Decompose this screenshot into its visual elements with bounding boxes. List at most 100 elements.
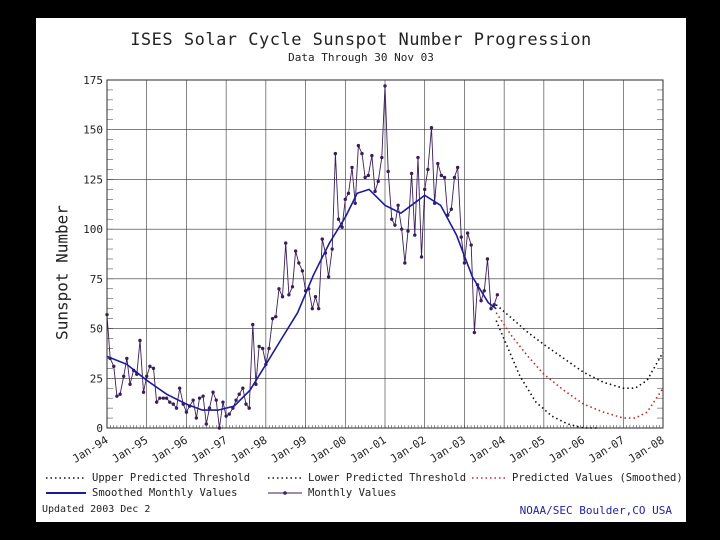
monthly-value-point bbox=[423, 187, 427, 192]
monthly-value-point bbox=[452, 175, 457, 180]
legend-lower-label: Lower Predicted Threshold bbox=[308, 472, 467, 484]
y-tick-label: 150 bbox=[83, 124, 103, 137]
x-tick-label: Jan-96 bbox=[149, 434, 190, 466]
monthly-value-point bbox=[393, 223, 397, 227]
monthly-value-point bbox=[171, 402, 176, 406]
chart-panel: ISES Solar Cycle Sunspot Number Progress… bbox=[36, 18, 686, 522]
monthly-value-point bbox=[320, 237, 324, 241]
monthly-value-point bbox=[174, 406, 179, 410]
monthly-value-point bbox=[290, 285, 295, 289]
monthly-value-point bbox=[469, 243, 473, 247]
monthly-value-point bbox=[326, 275, 331, 279]
monthly-value-point bbox=[115, 394, 119, 398]
x-tick-label: Jan-03 bbox=[427, 434, 468, 466]
monthly-value-point bbox=[439, 173, 444, 178]
legend-lower-threshold: Lower Predicted Threshold bbox=[268, 472, 466, 484]
monthly-value-point bbox=[353, 201, 357, 205]
monthly-values-line bbox=[106, 85, 498, 429]
monthly-value-point bbox=[489, 306, 493, 311]
y-tick-label: 50 bbox=[90, 323, 103, 336]
x-tick-label: Jan-00 bbox=[308, 434, 349, 466]
monthly-value-point bbox=[177, 386, 182, 390]
monthly-value-point bbox=[141, 390, 146, 394]
monthly-value-point bbox=[380, 155, 384, 160]
x-tick-label: Jan-08 bbox=[626, 434, 667, 466]
y-tick-label: 125 bbox=[83, 173, 103, 186]
monthly-value-point bbox=[237, 392, 241, 396]
monthly-value-point bbox=[403, 261, 407, 265]
monthly-value-point bbox=[224, 414, 228, 418]
monthly-value-point bbox=[449, 207, 454, 211]
monthly-value-point bbox=[168, 400, 172, 404]
monthly-value-point bbox=[442, 175, 447, 180]
monthly-value-point bbox=[270, 316, 275, 321]
monthly-value-point bbox=[145, 374, 149, 378]
monthly-value-point bbox=[274, 314, 278, 319]
x-tick-label: Jan-01 bbox=[348, 434, 389, 466]
updated-date: Updated 2003 Dec 2 bbox=[42, 504, 151, 515]
monthly-value-point bbox=[409, 171, 414, 176]
legend-upper-threshold: Upper Predicted Threshold bbox=[46, 472, 250, 484]
legend-smoothed: Smoothed Monthly Values bbox=[46, 487, 237, 499]
x-tick-label: Jan-99 bbox=[269, 434, 310, 466]
x-tick-label: Jan-07 bbox=[586, 434, 627, 466]
monthly-value-point bbox=[151, 366, 156, 371]
monthly-value-point bbox=[399, 227, 404, 231]
legend-upper-label: Upper Predicted Threshold bbox=[92, 472, 251, 484]
monthly-value-point bbox=[333, 151, 338, 156]
y-tick-label: 100 bbox=[83, 223, 103, 236]
monthly-value-point bbox=[330, 247, 334, 251]
monthly-value-point bbox=[204, 422, 208, 426]
monthly-value-point bbox=[297, 261, 301, 265]
monthly-value-point bbox=[154, 400, 159, 404]
x-tick-label: Jan-97 bbox=[189, 434, 230, 466]
chart-subtitle: Data Through 30 Nov 03 bbox=[288, 51, 434, 64]
y-tick-label: 75 bbox=[90, 273, 103, 286]
monthly-value-point bbox=[413, 233, 417, 237]
monthly-value-point bbox=[128, 382, 132, 386]
monthly-value-point bbox=[462, 261, 467, 265]
monthly-value-point bbox=[118, 392, 122, 396]
monthly-value-point bbox=[383, 84, 387, 88]
lower-predicted-threshold-line bbox=[495, 320, 600, 429]
sunspot-chart: Jan-94 Jan-95 Jan-96 Jan-97 Jan-98 Jan-99 Jan-… bbox=[70, 74, 667, 466]
monthly-value-point bbox=[105, 312, 109, 317]
monthly-value-point bbox=[366, 173, 371, 178]
monthly-value-point bbox=[251, 322, 255, 327]
legend-smoothed-label: Smoothed Monthly Values bbox=[92, 487, 238, 499]
monthly-value-point bbox=[459, 235, 463, 239]
monthly-value-point bbox=[112, 364, 116, 369]
monthly-value-point bbox=[267, 346, 271, 351]
monthly-value-point bbox=[336, 217, 341, 221]
monthly-value-point bbox=[396, 203, 400, 207]
monthly-value-point bbox=[370, 153, 374, 158]
monthly-value-point bbox=[313, 295, 318, 299]
monthly-value-point bbox=[340, 225, 344, 229]
monthly-value-point bbox=[479, 299, 483, 303]
monthly-value-point bbox=[416, 155, 420, 160]
monthly-value-point bbox=[234, 398, 238, 402]
monthly-value-point bbox=[310, 306, 315, 311]
x-tick-label: Jan-02 bbox=[388, 434, 429, 466]
monthly-value-point bbox=[346, 191, 351, 196]
monthly-value-point bbox=[287, 293, 291, 297]
monthly-value-point bbox=[148, 364, 152, 369]
legend-monthly-label: Monthly Values bbox=[308, 487, 397, 499]
monthly-value-point bbox=[419, 255, 424, 259]
legend-monthly: Monthly Values bbox=[268, 487, 397, 499]
monthly-value-point bbox=[227, 412, 232, 416]
monthly-value-point bbox=[214, 398, 218, 402]
monthly-value-point bbox=[280, 295, 285, 299]
monthly-value-point bbox=[373, 189, 377, 194]
monthly-value-point bbox=[356, 143, 361, 148]
monthly-value-point bbox=[343, 197, 347, 202]
monthly-value-point bbox=[390, 217, 394, 221]
x-tick-label: Jan-04 bbox=[467, 433, 508, 465]
monthly-value-point bbox=[257, 344, 261, 349]
monthly-value-point bbox=[293, 249, 298, 253]
monthly-value-point bbox=[201, 394, 205, 398]
y-tick-label: 25 bbox=[90, 372, 103, 385]
x-tick-label: Jan-05 bbox=[507, 434, 548, 466]
y-tick-label: 0 bbox=[96, 422, 103, 435]
monthly-value-point bbox=[376, 179, 380, 184]
